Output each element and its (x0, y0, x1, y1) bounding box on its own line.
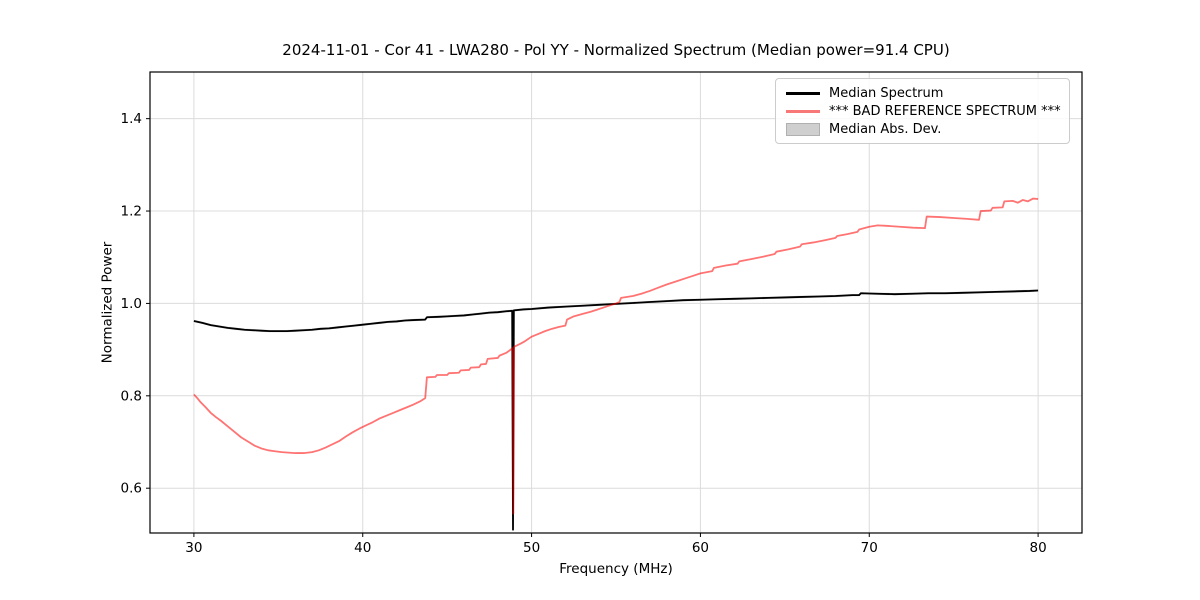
bad-reference-line (193, 197, 1039, 515)
legend: Median Spectrum *** BAD REFERENCE SPECTRU… (775, 78, 1070, 144)
y-tick-label: 1.2 (121, 204, 142, 220)
x-tick-label: 30 (185, 540, 202, 556)
y-tick-label: 0.8 (121, 388, 142, 404)
legend-patch-swatch (786, 122, 820, 136)
x-tick-label: 70 (861, 540, 878, 556)
mad-band (193, 289, 1039, 333)
median-spectrum-line (193, 289, 1039, 531)
legend-label: Median Spectrum (829, 85, 944, 101)
y-axis-label: Normalized Power (99, 241, 116, 364)
legend-line-swatch (786, 109, 820, 113)
legend-entry: *** BAD REFERENCE SPECTRUM *** (786, 102, 1061, 120)
x-tick-label: 80 (1030, 540, 1047, 556)
x-tick-label: 50 (523, 540, 540, 556)
swatch-color (786, 91, 820, 95)
y-tick-label: 1.0 (121, 296, 142, 312)
tick-labels: 30 40 50 60 70 80 0.6 0.8 1.0 1.2 1.4 (121, 111, 1047, 556)
y-tick-label: 1.4 (121, 111, 142, 127)
chart-title: 2024-11-01 - Cor 41 - LWA280 - Pol YY - … (282, 41, 950, 59)
x-tick-label: 60 (692, 540, 709, 556)
swatch-color (786, 122, 820, 136)
swatch-color (786, 109, 820, 113)
x-tick-label: 40 (354, 540, 371, 556)
y-tick-label: 0.6 (121, 481, 142, 497)
legend-line-swatch (786, 91, 820, 95)
ticks (146, 118, 1039, 537)
legend-entry: Median Spectrum (786, 84, 1059, 102)
legend-label: *** BAD REFERENCE SPECTRUM *** (829, 103, 1061, 119)
legend-label: Median Abs. Dev. (829, 121, 942, 137)
legend-entry: Median Abs. Dev. (786, 120, 1059, 138)
axes-spines (149, 71, 1083, 534)
x-axis-label: Frequency (MHz) (559, 561, 673, 577)
